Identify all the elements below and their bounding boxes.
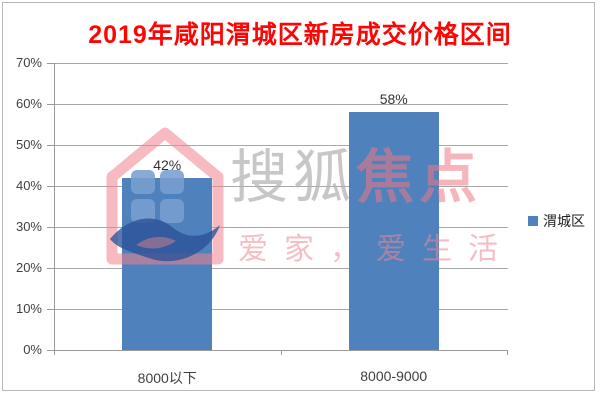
y-axis-tick bbox=[47, 350, 54, 351]
y-axis-tick-label: 60% bbox=[15, 96, 42, 111]
legend: 渭城区 bbox=[528, 211, 585, 231]
y-axis-tick-label: 70% bbox=[15, 55, 42, 70]
y-axis-tick bbox=[47, 104, 54, 105]
gridline bbox=[54, 268, 508, 269]
y-axis-line bbox=[54, 63, 55, 351]
y-axis-tick bbox=[47, 186, 54, 187]
y-axis-tick bbox=[47, 268, 54, 269]
y-axis-tick bbox=[47, 309, 54, 310]
y-axis-tick-label: 0% bbox=[23, 342, 42, 357]
gridline bbox=[54, 186, 508, 187]
bar-8000-9000 bbox=[348, 112, 439, 350]
y-axis-tick bbox=[47, 227, 54, 228]
y-axis-tick-label: 50% bbox=[15, 137, 42, 152]
bar-value-label: 42% bbox=[153, 156, 182, 173]
x-axis-category-label: 8000-9000 bbox=[360, 368, 428, 384]
legend-label: 渭城区 bbox=[543, 213, 585, 229]
gridline bbox=[54, 227, 508, 228]
legend-swatch-icon bbox=[528, 216, 538, 226]
chart-title: 2019年咸阳渭城区新房成交价格区间 bbox=[88, 21, 512, 49]
gridline bbox=[54, 145, 508, 146]
bar-value-label: 58% bbox=[379, 91, 408, 108]
y-axis-tick bbox=[47, 145, 54, 146]
gridline bbox=[54, 63, 508, 64]
y-axis-tick-label: 40% bbox=[15, 178, 42, 193]
x-axis-tick bbox=[507, 350, 508, 355]
gridline bbox=[54, 309, 508, 310]
y-axis-tick-label: 30% bbox=[15, 219, 42, 234]
x-axis-tick bbox=[281, 350, 282, 355]
x-axis-tick bbox=[54, 350, 55, 355]
y-axis-tick-label: 10% bbox=[15, 301, 42, 316]
y-axis-tick bbox=[47, 63, 54, 64]
gridline bbox=[54, 104, 508, 105]
chart-frame bbox=[2, 2, 595, 391]
y-axis-tick-label: 20% bbox=[15, 260, 42, 275]
x-axis-category-label: 8000以下 bbox=[137, 370, 197, 386]
